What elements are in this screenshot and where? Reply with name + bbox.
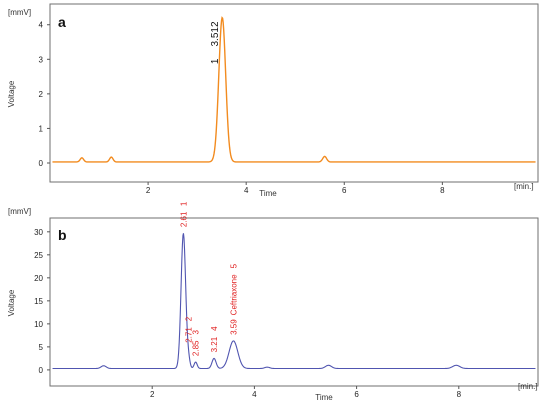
panel-a-x-unit: [min.] [514,182,534,191]
panel-b-peak-compound: Ceftriaxone [229,274,238,315]
panel-b-peak-label: 2.85 3 [192,329,201,356]
panel-b-peak-time: 3.59 [229,319,238,335]
panel-b-series-line [52,233,536,370]
panel-a-y-tick-label: 4 [39,21,44,30]
panel-b-peak-number: 2 [184,316,193,321]
panel-a-peak-time: 3.512 [210,21,221,46]
panel-b-peak-number: 3 [192,329,201,334]
panel-b-y-tick-label: 15 [34,297,43,306]
panel-a-x-tick-label: 2 [146,186,151,195]
panel-b-frame [49,217,539,387]
panel-b-peak-label: 2.61 1 [179,201,188,227]
panel-b-x-unit: [min.] [518,382,538,391]
panel-b-x-tick-label: 4 [252,390,257,399]
panel-a-y-tick-label: 3 [39,55,44,64]
panel-a-y-axis-label: Voltage [7,80,16,107]
panel-b-y-tick-label: 25 [34,251,43,260]
panel-b-y-tick-label: 30 [34,228,43,237]
panel-b-x-tick-label: 6 [354,390,359,399]
panel-b-peak-time: 3.21 [210,336,219,352]
panel-b-y-tick-label: 0 [39,366,44,375]
panel-a-y-tick-label: 2 [39,90,44,99]
panel-b-y-unit: [mmV] [8,207,31,216]
panel-b-peak-number: 5 [229,263,238,268]
panel-a-peak-label: 1 3.512 [210,21,221,64]
panel-a-x-tick-label: 4 [244,186,249,195]
panel-a-label: a [58,14,66,30]
panel-b-x-tick-label: 2 [150,390,155,399]
panel-b-peak-time: 2.85 [192,340,201,356]
panel-a-x-tick-label: 6 [342,186,347,195]
panel-b-y-axis-label: Voltage [7,289,16,316]
panel-a-peak-number: 1 [210,58,221,64]
panel-b-peak-number: 4 [210,326,219,331]
panel-a-y-tick-label: 1 [39,124,44,133]
panel-b-chart: b [mmV] [min.] Time Voltage 2 4 6 805101520… [7,201,539,402]
panel-b-peak-number: 1 [179,201,188,206]
panel-b-peak-label: 3.21 4 [210,326,219,353]
panel-a-series-line [52,16,536,163]
panel-b-label: b [58,227,67,243]
panel-b-x-axis-label: Time [315,393,333,402]
panel-a-chart: a [mmV] [min.] Time Voltage 2 4 6 8 0 1 2 3 4 1 3… [7,3,539,198]
panel-a-frame [49,3,539,183]
panel-b-x-tick-label: 8 [457,390,462,399]
panel-b-y-tick-label: 20 [34,274,43,283]
panel-b-y-tick-label: 5 [39,343,44,352]
panel-a-x-tick-label: 8 [440,186,445,195]
panel-a-y-tick-label: 0 [39,159,44,168]
panel-b-peak-time: 2.61 [179,211,188,227]
panel-b-peak-label: 2.71 2 [184,316,193,343]
panel-b-peak-label: 3.59 Ceftriaxone 5 [229,263,238,335]
panel-a-y-unit: [mmV] [8,8,31,17]
panel-b-y-tick-label: 10 [34,320,43,329]
panel-a-x-axis-label: Time [259,189,277,198]
panel-b-peak-time: 2.71 [184,327,193,343]
